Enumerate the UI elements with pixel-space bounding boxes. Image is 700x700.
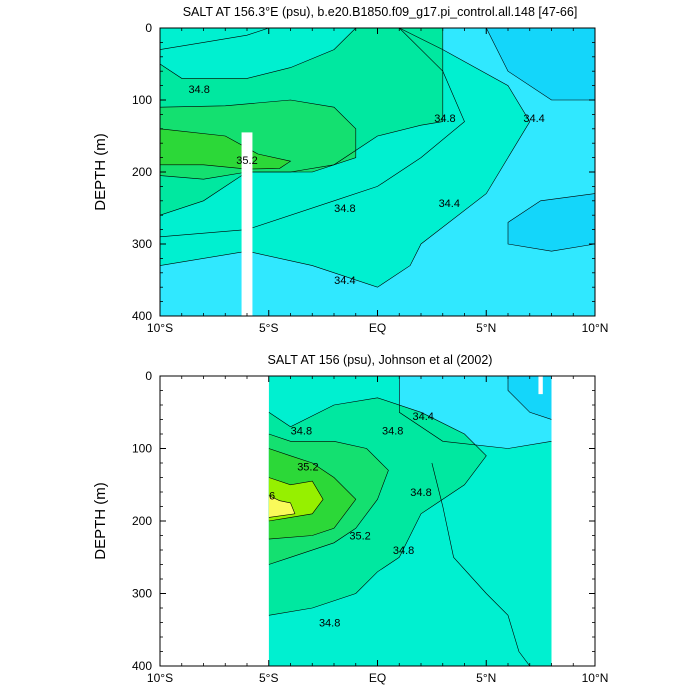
contour-line <box>160 128 292 170</box>
contour-label: 35.6 <box>254 491 275 503</box>
contour-label: 34.4 <box>439 198 460 210</box>
y-tick-label: 100 <box>132 93 152 107</box>
contour-label: 35.2 <box>297 462 318 474</box>
model-salinity-panel: SALT AT 156.3°E (psu), b.e20.B1850.f09_g… <box>92 5 608 335</box>
x-tick-label: EQ <box>369 671 386 685</box>
x-tick-label: 10°S <box>147 671 173 685</box>
contour-line <box>268 495 296 518</box>
contour-line <box>160 28 465 238</box>
y-tick-label: 200 <box>132 514 152 528</box>
observed-salinity-panel: SALT AT 156 (psu), Johnson et al (2002) … <box>92 353 608 685</box>
x-tick-label: 5°S <box>259 321 278 335</box>
y-tick-label: 400 <box>132 309 152 323</box>
contour-fill-region <box>160 28 595 316</box>
contour-fill-region <box>486 28 595 100</box>
contour-line <box>268 477 324 522</box>
contour-line <box>160 28 357 79</box>
contour-line <box>398 376 552 449</box>
contour-plot-area: 34.8 35.2 34.8 34.4 34.8 34.4 34.4 <box>160 28 595 316</box>
contour-line <box>160 28 531 288</box>
contour-label: 34.4 <box>412 411 433 423</box>
x-tick-label: 5°S <box>259 671 278 685</box>
contour-fill-region <box>160 128 291 170</box>
y-tick-label: 100 <box>132 442 152 456</box>
x-tick-label: 10°N <box>582 671 609 685</box>
chart-title: SALT AT 156 (psu), Johnson et al (2002) <box>268 353 493 367</box>
y-tick-label: 400 <box>132 659 152 673</box>
axis-ticks: 10°S 5°S EQ 5°N 10°N 0 100 200 300 400 <box>132 21 608 335</box>
y-axis-label: DEPTH (m) <box>92 133 109 211</box>
x-tick-label: 5°N <box>476 321 496 335</box>
contour-line <box>268 448 357 540</box>
contour-label: 34.8 <box>334 203 355 215</box>
contour-label: 34.8 <box>393 545 414 557</box>
contour-label: 34.4 <box>523 113 544 125</box>
x-tick-label: EQ <box>369 321 386 335</box>
y-axis-label: DEPTH (m) <box>92 482 109 560</box>
contour-label: 34.8 <box>291 425 312 437</box>
contour-label: 34.8 <box>434 113 455 125</box>
contour-fill-group: 34.8 35.2 34.8 34.4 34.8 34.4 34.4 <box>160 28 595 316</box>
contour-label: 34.8 <box>188 84 209 96</box>
chart-title: SALT AT 156.3°E (psu), b.e20.B1850.f09_g… <box>183 5 578 19</box>
contour-line <box>431 462 531 666</box>
contour-label: 34.8 <box>382 425 403 437</box>
contour-line <box>507 376 552 420</box>
y-tick-label: 300 <box>132 237 152 251</box>
contour-line <box>268 397 487 616</box>
contour-label: 34.8 <box>319 618 340 630</box>
contour-label: 35.2 <box>236 155 257 167</box>
contour-line <box>160 28 444 216</box>
contour-label: 34.8 <box>410 487 431 499</box>
contour-line <box>268 433 389 565</box>
y-tick-label: 300 <box>132 587 152 601</box>
contour-line <box>486 28 595 101</box>
contour-label: 34.4 <box>334 275 355 287</box>
contour-fill-region <box>268 495 295 518</box>
x-tick-label: 10°N <box>582 321 609 335</box>
missing-data-mask <box>241 132 253 316</box>
x-tick-label: 5°N <box>476 671 496 685</box>
y-tick-label: 200 <box>132 165 152 179</box>
contour-label: 35.2 <box>349 531 370 543</box>
missing-data-mask <box>538 376 543 395</box>
contour-line <box>160 99 357 180</box>
contour-fill-group: 34.8 34.4 34.8 34.8 35.2 35.6 35.2 34.8 34.8 <box>254 376 552 666</box>
axis-ticks: 10°S 5°S EQ 5°N 10°N 0 100 200 300 400 <box>132 369 608 685</box>
contour-line <box>507 193 595 252</box>
y-tick-label: 0 <box>145 369 152 383</box>
contour-plot-area: 34.8 34.4 34.8 34.8 35.2 35.6 35.2 34.8 34.8 <box>254 376 552 666</box>
y-tick-label: 0 <box>145 21 152 35</box>
contour-line <box>160 28 269 50</box>
x-tick-label: 10°S <box>147 321 173 335</box>
